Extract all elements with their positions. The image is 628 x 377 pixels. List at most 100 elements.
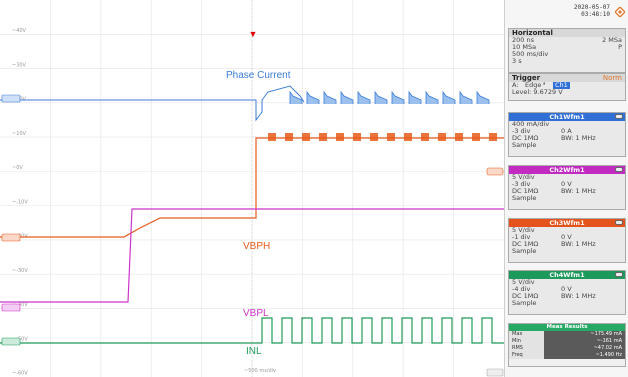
scale-tick-label: ~40V: [12, 28, 27, 34]
info-sidebar: 2020-05-07 03:48:10 Horizontal 200 ns 2 M…: [504, 0, 628, 377]
ch4-bandwidth: BW: 1 MHz: [561, 292, 596, 300]
ch1-toggle-icon[interactable]: [615, 114, 623, 119]
meas-max-value: ~175.49 mA: [544, 331, 625, 338]
ch3-acq-mode: Sample: [512, 247, 537, 255]
trigger-mode: Norm: [602, 74, 622, 82]
ch3-offset-value: 0 V: [561, 233, 572, 241]
ch2-panel[interactable]: Ch2Wfm1 5 V/div -3 div 0 V DC 1MΩ BW: 1 MH…: [508, 165, 626, 210]
meas-freq-label: Freq: [509, 352, 544, 359]
ch1-panel[interactable]: Ch1Wfm1 400 mA/div -3 div 0 A DC 1MΩ BW: 1…: [508, 112, 626, 157]
ch4-acq-mode: Sample: [512, 299, 537, 307]
ch3-panel[interactable]: Ch3Wfm1 5 V/div -1 div 0 V DC 1MΩ BW: 1 MH…: [508, 218, 626, 263]
ch2-trace: [0, 208, 504, 303]
trigger-level: Level: 9.6729 V: [512, 88, 563, 96]
ch4-offset-marker[interactable]: [1, 337, 21, 346]
meas-freq-value: ~1.490 Hz: [544, 352, 625, 359]
ch3-ripple-block: [438, 133, 446, 141]
h-sample-rate: 2 MSa: [602, 36, 622, 44]
ch2-acq-mode: Sample: [512, 194, 537, 202]
ch3-toggle-icon[interactable]: [615, 220, 623, 225]
ch1-ring-pulse: [425, 90, 439, 104]
scale-tick-label: ~-60V: [12, 371, 28, 377]
ch2-offset-value: 0 V: [561, 180, 572, 188]
horizontal-panel[interactable]: Horizontal 200 ns 2 MSa 10 MSa P 500 ms/di…: [508, 28, 626, 73]
ch2-bandwidth: BW: 1 MHz: [561, 187, 596, 195]
ch3-ripple-block: [370, 133, 378, 141]
ch2-name: Ch2Wfm1: [549, 166, 585, 174]
ch3-name: Ch3Wfm1: [549, 219, 585, 227]
ch3-ripple-block: [472, 133, 480, 141]
ch2-offset-marker[interactable]: [1, 303, 21, 312]
ch2-trace-label: VBPL: [243, 308, 269, 319]
meas-results-panel[interactable]: Meas Results Max ~175.49 mA Min ~-161 mA R…: [508, 323, 626, 367]
ch2-toggle-icon[interactable]: [615, 167, 623, 172]
h-flag: P: [618, 43, 622, 51]
ch3-ripple-block: [489, 133, 497, 141]
ch2-coupling: DC 1MΩ: [512, 187, 539, 195]
ch4-toggle-icon[interactable]: [615, 272, 623, 277]
meas-rms-value: ~47.02 mA: [544, 345, 625, 352]
ch1-coupling: DC 1MΩ: [512, 134, 539, 142]
meas-title: Meas Results: [546, 324, 588, 330]
trigger-title: Trigger: [512, 74, 541, 82]
ch3-trace-label: VBPH: [243, 241, 270, 252]
ch1-offset-marker[interactable]: [1, 94, 21, 103]
ch1-ring-pulse: [442, 90, 456, 104]
channel-offset-markers[interactable]: [1, 94, 21, 346]
ch4-offset: -4 div: [512, 285, 531, 293]
ch1-ring-pulse: [357, 90, 371, 104]
ch3-right-marker[interactable]: [486, 167, 504, 176]
ch1-ring-pulse: [459, 90, 473, 104]
ch4-scale: 5 V/div: [512, 278, 535, 286]
meas-rms-label: RMS: [509, 345, 544, 352]
ch1-scale: 400 mA/div: [512, 120, 550, 128]
ch1-bandwidth: BW: 1 MHz: [561, 134, 596, 142]
ch4-coupling: DC 1MΩ: [512, 292, 539, 300]
ch3-ripple-block: [268, 133, 276, 141]
ch1-ringing: [289, 90, 490, 104]
ch3-offset-marker[interactable]: [1, 233, 21, 242]
timestamp-date: 2020-05-07: [573, 4, 610, 11]
horizontal-title: Horizontal: [509, 29, 625, 37]
ch4-trace-label: INL: [246, 346, 262, 357]
ch4-name: Ch4Wfm1: [549, 271, 585, 279]
h-acq-time: 3 s: [512, 57, 522, 65]
ch1-ring-pulse: [289, 90, 303, 104]
timebase-label: ~500 ms/div: [244, 368, 276, 374]
trigger-position-marker[interactable]: ▼: [249, 29, 258, 39]
trigger-edge-icon: ᶠ: [543, 81, 546, 89]
scale-tick-label: ~10V: [12, 131, 27, 137]
ch3-ripple-block: [319, 133, 327, 141]
ch1-ring-pulse: [374, 90, 388, 104]
time-end-marker: [486, 368, 504, 377]
scale-tick-label: ~-30V: [12, 268, 28, 274]
trigger-type: Edge: [525, 81, 542, 89]
ch1-name: Ch1Wfm1: [549, 113, 585, 121]
ch3-ripple-block: [336, 133, 344, 141]
trigger-source: A:: [512, 81, 519, 89]
meas-max-label: Max: [509, 331, 544, 338]
ch3-ripple-block: [421, 133, 429, 141]
ch3-ripple-block: [302, 133, 310, 141]
meas-min-label: Min: [509, 338, 544, 345]
ch4-trace: [0, 317, 504, 344]
ch3-bandwidth: BW: 1 MHz: [561, 240, 596, 248]
ch1-trace: [0, 85, 305, 122]
ch3-ripple-block: [455, 133, 463, 141]
timestamp-time: 03:48:10: [581, 11, 610, 18]
ch2-offset: -3 div: [512, 180, 531, 188]
ch4-offset-value: 0 V: [561, 285, 572, 293]
ch1-ring-pulse: [408, 90, 422, 104]
brand-logo-icon: [615, 7, 625, 17]
ch1-offset-value: 0 A: [561, 127, 572, 135]
h-samples: 10 MSa: [512, 43, 537, 51]
ch3-ripple-block: [387, 133, 395, 141]
ch3-ripple-block: [353, 133, 361, 141]
ch4-panel[interactable]: Ch4Wfm1 5 V/div -4 div 0 V DC 1MΩ BW: 1 MH…: [508, 270, 626, 315]
h-sample-interval: 200 ns: [512, 36, 534, 44]
waveform-display[interactable]: ~40V~30V~20V~10V~0V~-10V~-20V~-30V~-40V~…: [0, 0, 504, 377]
ch3-ripple-block: [285, 133, 293, 141]
h-timebase: 500 ms/div: [512, 50, 549, 58]
trigger-level-markers[interactable]: [486, 167, 504, 377]
trigger-panel[interactable]: Trigger Norm A: Edge ᶠ Ch1 Level: 9.6729 …: [508, 73, 626, 101]
